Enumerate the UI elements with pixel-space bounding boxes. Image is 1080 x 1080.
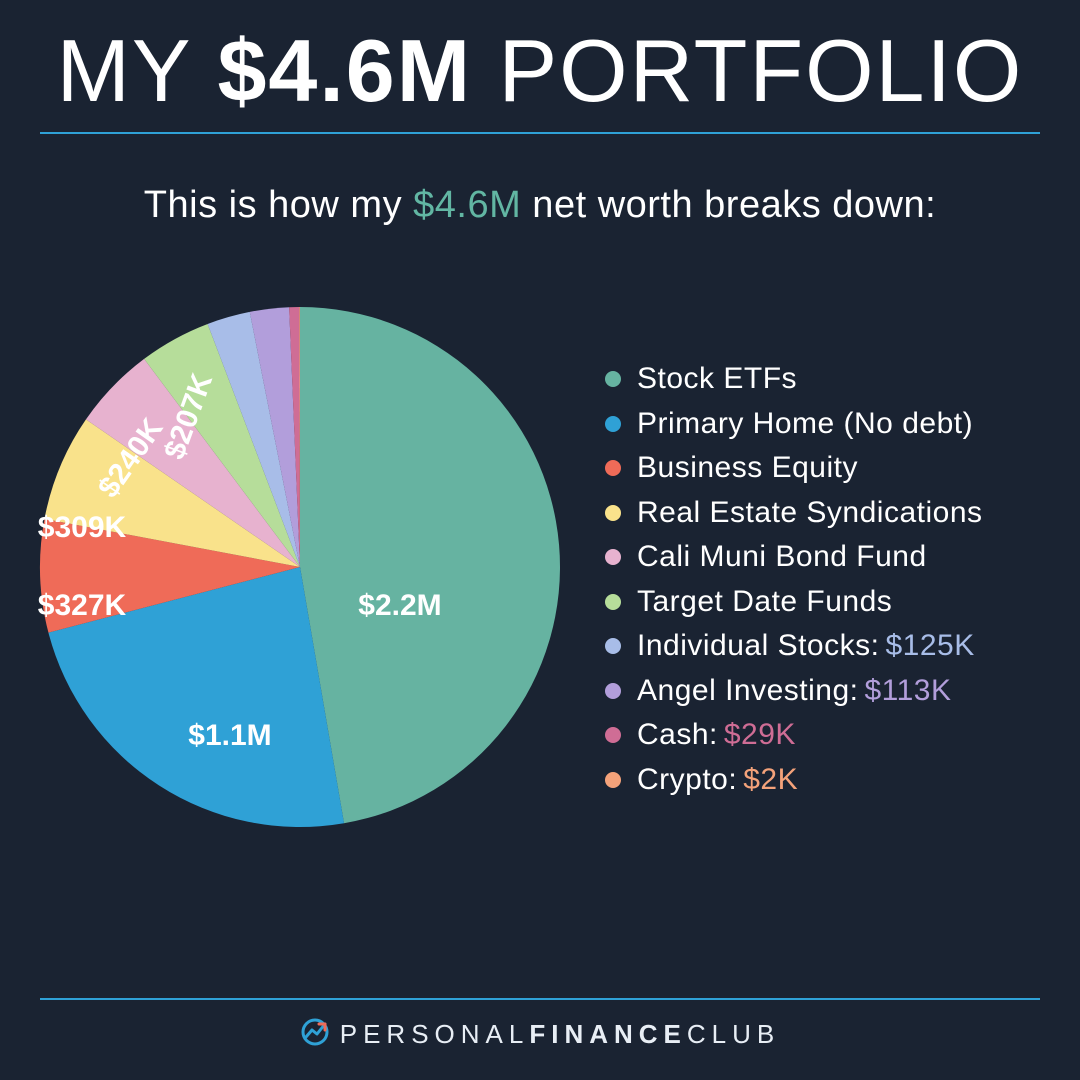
pie-slice-label: $1.1M [188, 719, 271, 752]
footer-brand: PERSONALFINANCECLUB [0, 1017, 1080, 1054]
subtitle-accent: $4.6M [413, 184, 521, 226]
legend: Stock ETFs Primary Home (No debt) Business… [605, 362, 1055, 807]
title-pre: MY [57, 21, 218, 120]
pie-slice [300, 307, 560, 823]
legend-label: Stock ETFs [637, 362, 797, 396]
legend-label: Crypto: [637, 763, 737, 797]
content-area: $2.2M$1.1M$327K$309K$240K$207K Stock ETF… [0, 307, 1080, 927]
legend-label: Target Date Funds [637, 585, 892, 619]
pie-slice-label: $2.2M [358, 589, 441, 622]
legend-item: Primary Home (No debt) [605, 407, 1055, 441]
legend-dot-icon [605, 683, 621, 699]
legend-dot-icon [605, 460, 621, 476]
legend-dot-icon [605, 772, 621, 788]
legend-label: Real Estate Syndications [637, 496, 983, 530]
subtitle-post: net worth breaks down: [521, 184, 936, 226]
pie-chart: $2.2M$1.1M$327K$309K$240K$207K [40, 307, 560, 827]
legend-item: Cali Muni Bond Fund [605, 540, 1055, 574]
brand-logo-icon [300, 1017, 330, 1054]
legend-value: $113K [864, 674, 951, 708]
legend-dot-icon [605, 371, 621, 387]
footer-rule [40, 998, 1040, 1000]
brand-mid: FINANCE [529, 1019, 687, 1049]
legend-value: $29K [724, 718, 796, 752]
legend-value: $125K [885, 629, 974, 663]
legend-item: Target Date Funds [605, 585, 1055, 619]
legend-item: Crypto: $2K [605, 763, 1055, 797]
legend-label: Cash: [637, 718, 718, 752]
legend-item: Individual Stocks: $125K [605, 629, 1055, 663]
title-wrap: MY $4.6M PORTFOLIO [0, 0, 1080, 122]
legend-label: Primary Home (No debt) [637, 407, 973, 441]
legend-item: Business Equity [605, 451, 1055, 485]
title-bold: $4.6M [217, 21, 472, 120]
legend-dot-icon [605, 505, 621, 521]
legend-label: Individual Stocks: [637, 629, 879, 663]
title-post: PORTFOLIO [472, 21, 1023, 120]
legend-item: Cash: $29K [605, 718, 1055, 752]
legend-dot-icon [605, 638, 621, 654]
legend-item: Real Estate Syndications [605, 496, 1055, 530]
legend-value: $2K [743, 763, 798, 797]
brand-post: CLUB [687, 1019, 780, 1049]
title-underline [40, 132, 1040, 134]
pie-slice-label: $309K [38, 511, 127, 544]
page-title: MY $4.6M PORTFOLIO [40, 20, 1040, 122]
legend-dot-icon [605, 549, 621, 565]
subtitle-pre: This is how my [144, 184, 413, 226]
legend-label: Business Equity [637, 451, 858, 485]
legend-dot-icon [605, 594, 621, 610]
legend-dot-icon [605, 416, 621, 432]
legend-label: Cali Muni Bond Fund [637, 540, 927, 574]
brand-pre: PERSONAL [340, 1019, 530, 1049]
legend-label: Angel Investing: [637, 674, 858, 708]
legend-dot-icon [605, 727, 621, 743]
subtitle: This is how my $4.6M net worth breaks do… [0, 184, 1080, 227]
pie-slice-label: $327K [38, 589, 127, 622]
legend-item: Stock ETFs [605, 362, 1055, 396]
legend-item: Angel Investing: $113K [605, 674, 1055, 708]
